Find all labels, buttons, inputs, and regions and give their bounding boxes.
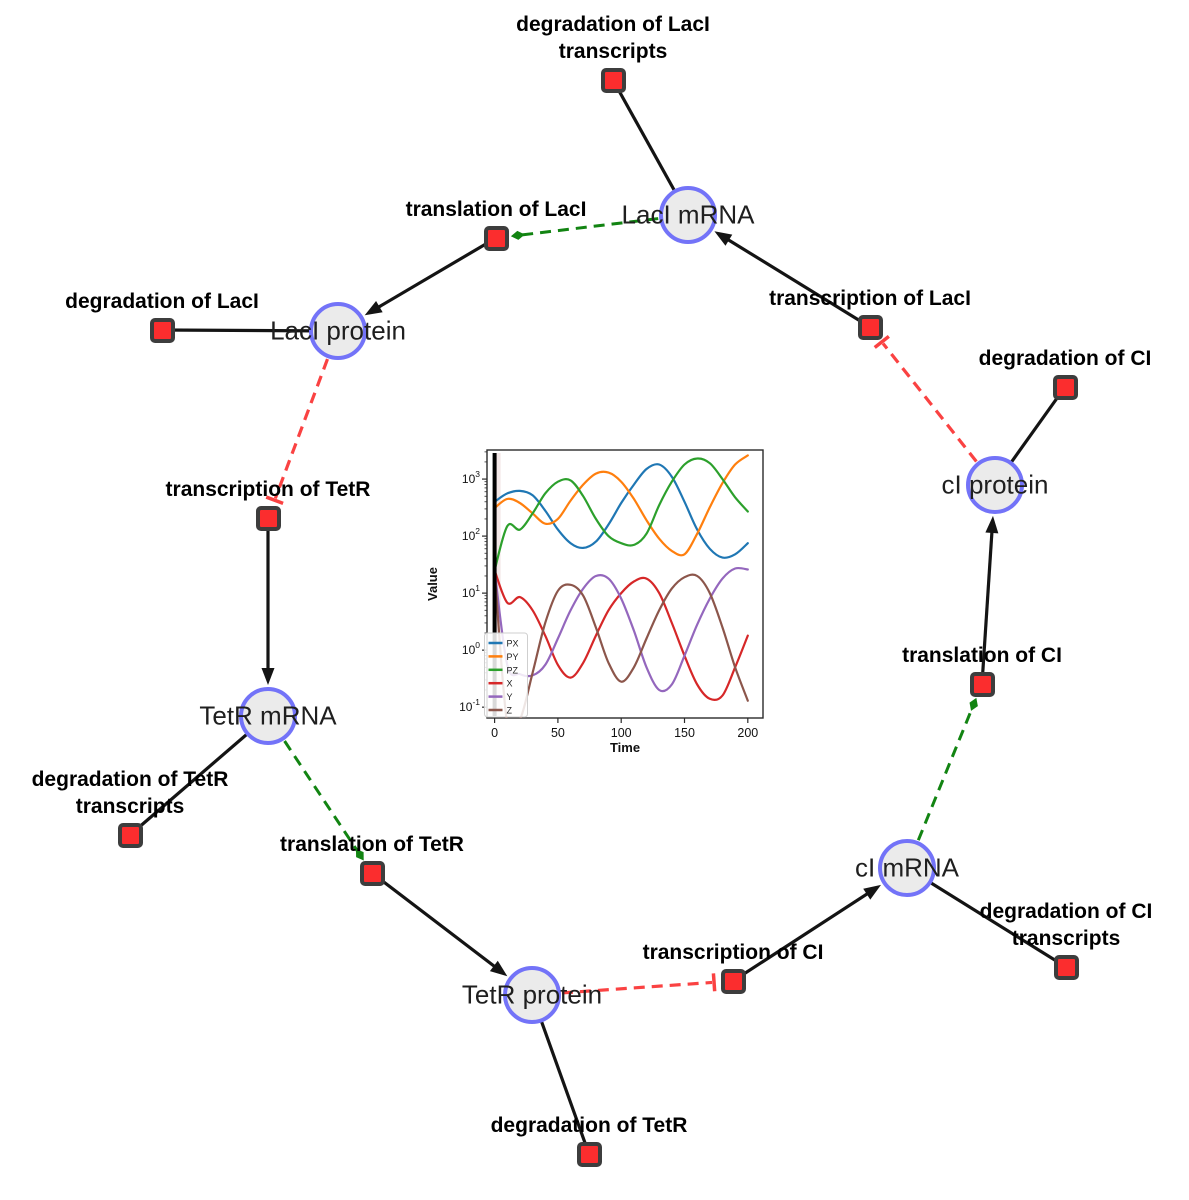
edge-translation-laci-laci-protein-arrowhead-icon: [364, 301, 383, 316]
legend-label-py: PY: [507, 652, 519, 662]
curves-group: [493, 454, 749, 718]
plot-content: 0 50 100 150 200 10-1 100 101 102 103 PX PY PZ XYZ: [459, 451, 758, 740]
x-tick-label: 150: [674, 726, 695, 740]
x-tick-label: 0: [491, 726, 498, 740]
edge-ci-protein-transcription-laci-tbar-icon: [873, 334, 890, 349]
legend-label-px: PX: [507, 639, 519, 649]
x-axis-label: Time: [610, 740, 640, 755]
edge-laci-protein-deg-laci: [161, 328, 339, 333]
y-tick-label: 103: [462, 469, 480, 486]
edge-translation-ci-ci-protein: [980, 524, 994, 685]
edge-ci-protein-transcription-laci: [881, 342, 978, 463]
y-tick-label: 100: [462, 640, 480, 657]
y-axis-label: Value: [425, 567, 440, 601]
series-curve-y: [493, 566, 749, 693]
y-tick-label: 10-1: [459, 697, 480, 714]
plot-frame: [486, 449, 764, 719]
edge-tetr-protein-deg-tetr: [530, 994, 591, 1155]
series-curve-py: [493, 454, 749, 557]
edge-translation-laci-laci-protein: [371, 236, 497, 313]
edge-laci-protein-transcription-tetr-tbar-icon: [265, 495, 284, 505]
edges-layer: [128, 79, 1067, 1155]
legend-label-y: Y: [507, 692, 513, 702]
edge-tetr-mrna-deg-tetr-transcripts: [128, 714, 270, 837]
series-curve-z: [493, 569, 749, 718]
edge-tetr-mrna-translation-tetr-arrowhead-icon: [355, 848, 364, 861]
edge-ci-mrna-deg-ci-transcripts: [906, 866, 1067, 969]
edge-tetr-protein-transcription-ci: [561, 980, 713, 995]
edge-laci-mrna-translation-laci-arrowhead-icon: [510, 230, 525, 240]
x-tick-label: 200: [737, 726, 758, 740]
edge-translation-ci-ci-protein-arrowhead-icon: [985, 515, 999, 534]
edge-transcription-laci-laci-mrna-arrowhead-icon: [714, 231, 733, 246]
x-tick-label: 100: [611, 726, 632, 740]
y-tick-label: 101: [462, 583, 480, 600]
edge-ci-mrna-translation-ci: [916, 707, 974, 841]
legend-label-x: X: [507, 679, 513, 689]
edge-transcription-tetr-tetr-mrna-arrowhead-icon: [261, 668, 275, 685]
edge-translation-tetr-tetr-protein: [371, 871, 502, 973]
legend-label-z: Z: [507, 706, 513, 716]
edge-tetr-protein-transcription-ci-tbar-icon: [711, 973, 717, 992]
series-curve-x: [493, 569, 749, 702]
edge-laci-protein-transcription-tetr: [273, 358, 329, 499]
x-tick-label: 50: [551, 726, 565, 740]
series-curve-px: [493, 463, 749, 559]
y-tick-label: 102: [462, 526, 480, 543]
edge-laci-mrna-translation-laci: [521, 217, 659, 237]
edge-translation-tetr-tetr-protein-arrowhead-icon: [489, 960, 508, 977]
edge-ci-protein-deg-ci: [993, 386, 1067, 486]
legend-label-pz: PZ: [507, 665, 519, 675]
edge-tetr-mrna-translation-tetr: [283, 740, 359, 853]
edge-transcription-ci-ci-mrna: [732, 888, 875, 983]
edge-transcription-ci-ci-mrna-arrowhead-icon: [863, 884, 882, 900]
edge-ci-mrna-translation-ci-arrowhead-icon: [969, 697, 978, 711]
timecourse-plot: 0 50 100 150 200 10-1 100 101 102 103 PX PY PZ XYZ Ti…: [425, 449, 764, 755]
series-curve-pz: [493, 457, 749, 572]
edge-laci-mrna-deg-laci-transcripts: [611, 79, 690, 216]
edge-transcription-laci-laci-mrna: [721, 234, 871, 329]
